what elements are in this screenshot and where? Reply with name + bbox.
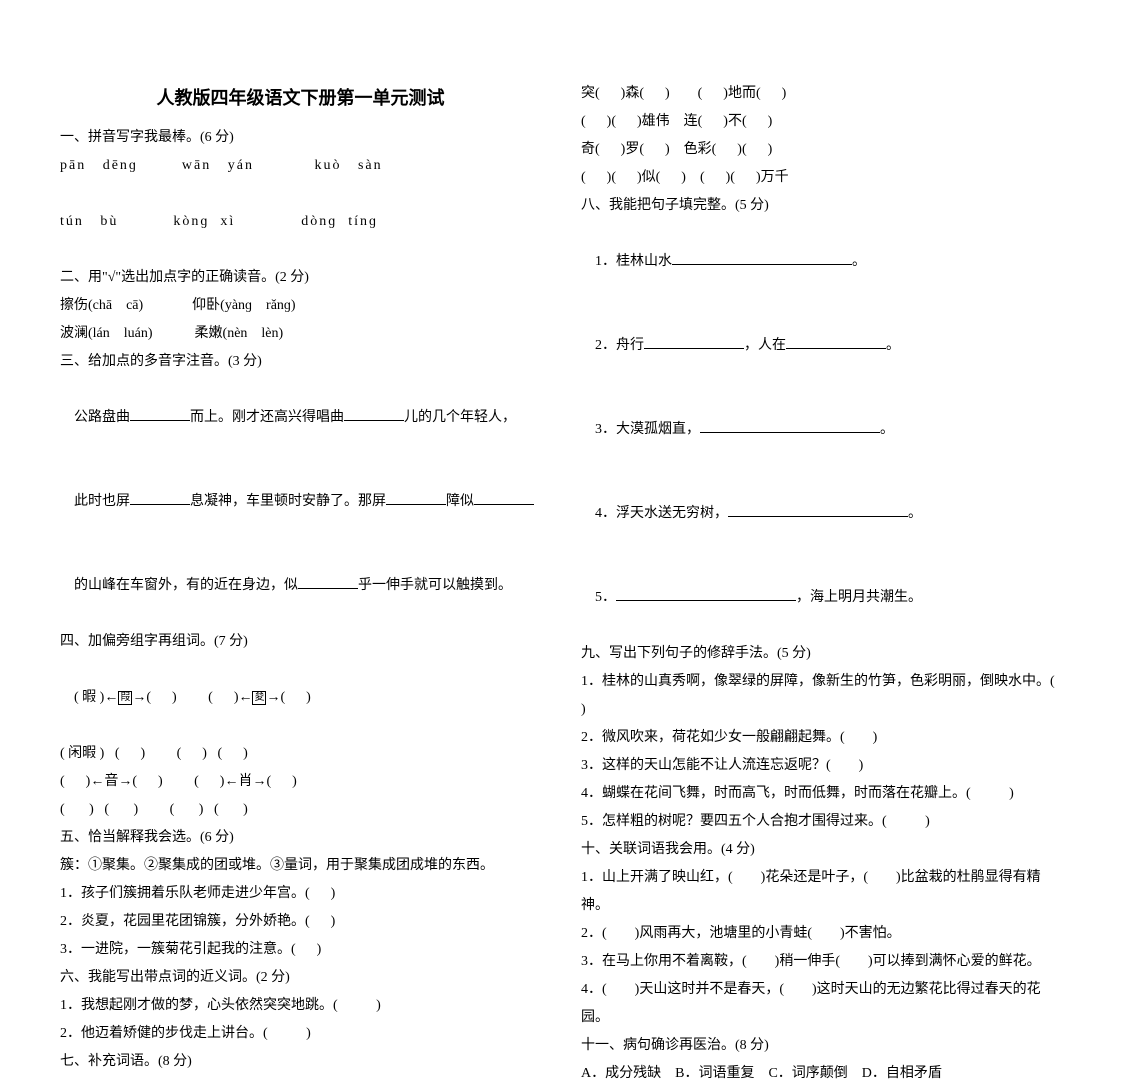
pinyin-line-1: pān dēnɡ wān yán kuò sàn bbox=[60, 152, 541, 180]
s4-text: ( 暇 )← bbox=[74, 690, 118, 705]
s4-text: →( ) ( )← bbox=[132, 690, 252, 705]
s7-line-2: ( )( )雄伟 连( )不( ) bbox=[581, 108, 1062, 136]
left-column: 人教版四年级语文下册第一单元测试 一、拼音写字我最棒。(6 分) pān dēn… bbox=[60, 80, 541, 753]
char-box-icon: 夋 bbox=[252, 691, 266, 705]
s4-text: →( ) bbox=[266, 690, 310, 705]
section-5-heading: 五、恰当解释我会选。(6 分) bbox=[60, 824, 541, 852]
s9-line-2: 2．微风吹来，荷花如少女一般翩翩起舞。( ) bbox=[581, 724, 1062, 752]
section-6-heading: 六、我能写出带点词的近义词。(2 分) bbox=[60, 964, 541, 992]
s8-line-1: 1．桂林山水 。 bbox=[581, 220, 1062, 304]
pinyin-line-2: tún bù kònɡ xì dònɡ tínɡ bbox=[60, 208, 541, 236]
s10-line-2: 2．( )风雨再大，池塘里的小青蛙( )不害怕。 bbox=[581, 920, 1062, 948]
s4-line-2: ( 闲暇 ) ( ) ( ) ( ) bbox=[60, 740, 541, 768]
page-title: 人教版四年级语文下册第一单元测试 bbox=[60, 80, 541, 116]
s8-text: 1．桂林山水 bbox=[595, 254, 672, 269]
s10-line-4: 4．( )天山这时并不是春天，( )这时天山的无边繁花比得过春天的花园。 bbox=[581, 976, 1062, 1032]
s5-line-1: 1．孩子们簇拥着乐队老师走进少年宫。( ) bbox=[60, 880, 541, 908]
section-3-heading: 三、给加点的多音字注音。(3 分) bbox=[60, 348, 541, 376]
s3-text: 此时也屏 bbox=[74, 494, 130, 509]
s3-line-2: 此时也屏 息凝神，车里顿时安静了。那屏 障似 bbox=[60, 460, 541, 544]
char-box-icon: 叚 bbox=[118, 691, 132, 705]
s7-line-3: 奇( )罗( ) 色彩( )( ) bbox=[581, 136, 1062, 164]
s3-text: 的山峰在车窗外，有的近在身边，似 bbox=[74, 578, 298, 593]
s8-line-5: 5． ，海上明月共潮生。 bbox=[581, 556, 1062, 640]
s3-text: 而上。刚才还高兴得唱曲 bbox=[190, 410, 344, 425]
s3-line-3: 的山峰在车窗外，有的近在身边，似 乎一伸手就可以触摸到。 bbox=[60, 544, 541, 628]
blank[interactable] bbox=[644, 335, 744, 349]
s3-line-1: 公路盘曲 而上。刚才还高兴得唱曲 儿的几个年轻人， bbox=[60, 376, 541, 460]
s7-line-1: 突( )森( ) ( )地而( ) bbox=[581, 80, 1062, 108]
s3-text: 乎一伸手就可以触摸到。 bbox=[358, 578, 512, 593]
spacer bbox=[60, 236, 541, 264]
s4-line-3: ( )←音→( ) ( )←肖→( ) bbox=[60, 768, 541, 796]
section-8-heading: 八、我能把句子填完整。(5 分) bbox=[581, 192, 1062, 220]
s2-line-2: 波澜(lán luán) 柔嫩(nèn lèn) bbox=[60, 320, 541, 348]
s4-line-4: ( ) ( ) ( ) ( ) bbox=[60, 796, 541, 824]
s8-text: 。 bbox=[852, 254, 866, 269]
blank[interactable] bbox=[386, 491, 446, 505]
spacer bbox=[60, 180, 541, 208]
s8-text: 。 bbox=[880, 422, 894, 437]
s3-text: 息凝神，车里顿时安静了。那屏 bbox=[190, 494, 386, 509]
s8-text: ，人在 bbox=[744, 338, 786, 353]
s8-line-3: 3．大漠孤烟直， 。 bbox=[581, 388, 1062, 472]
s9-line-5: 5．怎样粗的树呢？要四五个人合抱才围得过来。( ) bbox=[581, 808, 1062, 836]
section-7-heading: 七、补充词语。(8 分) bbox=[60, 1048, 541, 1076]
section-9-heading: 九、写出下列句子的修辞手法。(5 分) bbox=[581, 640, 1062, 668]
section-11-heading: 十一、病句确诊再医治。(8 分) bbox=[581, 1032, 1062, 1060]
blank[interactable] bbox=[786, 335, 886, 349]
s4-line-1: ( 暇 )←叚→( ) ( )←夋→( ) bbox=[60, 656, 541, 740]
blank[interactable] bbox=[298, 575, 358, 589]
s3-text: 障似 bbox=[446, 494, 474, 509]
s8-text: 2．舟行 bbox=[595, 338, 644, 353]
section-4-heading: 四、加偏旁组字再组词。(7 分) bbox=[60, 628, 541, 656]
s11-line-1: A．成分残缺 B．词语重复 C．词序颠倒 D．自相矛盾 bbox=[581, 1060, 1062, 1088]
s5-line-3: 3．一进院，一簇菊花引起我的注意。( ) bbox=[60, 936, 541, 964]
s8-text: ，海上明月共潮生。 bbox=[796, 590, 922, 605]
s10-line-1: 1．山上开满了映山红，( )花朵还是叶子，( )比盆栽的杜鹃显得有精神。 bbox=[581, 864, 1062, 920]
s8-line-2: 2．舟行 ，人在 。 bbox=[581, 304, 1062, 388]
s8-line-4: 4．浮天水送无穷树， 。 bbox=[581, 472, 1062, 556]
blank[interactable] bbox=[344, 407, 404, 421]
s8-text: 。 bbox=[886, 338, 900, 353]
s9-line-1: 1．桂林的山真秀啊，像翠绿的屏障，像新生的竹笋，色彩明丽，倒映水中。( ) bbox=[581, 668, 1062, 724]
blank[interactable] bbox=[474, 491, 534, 505]
blank[interactable] bbox=[728, 503, 908, 517]
blank[interactable] bbox=[616, 587, 796, 601]
blank[interactable] bbox=[130, 491, 190, 505]
s8-text: 5． bbox=[595, 590, 616, 605]
s6-line-2: 2．他迈着矫健的步伐走上讲台。( ) bbox=[60, 1020, 541, 1048]
section-1-heading: 一、拼音写字我最棒。(6 分) bbox=[60, 124, 541, 152]
section-2-heading: 二、用"√"选出加点字的正确读音。(2 分) bbox=[60, 264, 541, 292]
s3-text: 儿的几个年轻人， bbox=[404, 410, 516, 425]
s3-text: 公路盘曲 bbox=[74, 410, 130, 425]
s8-text: 4．浮天水送无穷树， bbox=[595, 506, 728, 521]
s9-line-3: 3．这样的天山怎能不让人流连忘返呢？( ) bbox=[581, 752, 1062, 780]
section-10-heading: 十、关联词语我会用。(4 分) bbox=[581, 836, 1062, 864]
s6-line-1: 1．我想起刚才做的梦，心头依然突突地跳。( ) bbox=[60, 992, 541, 1020]
blank[interactable] bbox=[700, 419, 880, 433]
s5-line-0: 簇：①聚集。②聚集成的团或堆。③量词，用于聚集成团成堆的东西。 bbox=[60, 852, 541, 880]
blank[interactable] bbox=[130, 407, 190, 421]
s8-text: 。 bbox=[908, 506, 922, 521]
s2-line-1: 擦伤(chā cā) 仰卧(yànɡ rǎnɡ) bbox=[60, 292, 541, 320]
s10-line-3: 3．在马上你用不着离鞍，( )稍一伸手( )可以捧到满怀心爱的鲜花。 bbox=[581, 948, 1062, 976]
s9-line-4: 4．蝴蝶在花间飞舞，时而高飞，时而低舞，时而落在花瓣上。( ) bbox=[581, 780, 1062, 808]
s8-text: 3．大漠孤烟直， bbox=[595, 422, 700, 437]
s5-line-2: 2．炎夏，花园里花团锦簇，分外娇艳。( ) bbox=[60, 908, 541, 936]
s7-line-4: ( )( )似( ) ( )( )万千 bbox=[581, 164, 1062, 192]
blank[interactable] bbox=[672, 251, 852, 265]
right-column: 突( )森( ) ( )地而( ) ( )( )雄伟 连( )不( ) 奇( )… bbox=[581, 80, 1062, 753]
